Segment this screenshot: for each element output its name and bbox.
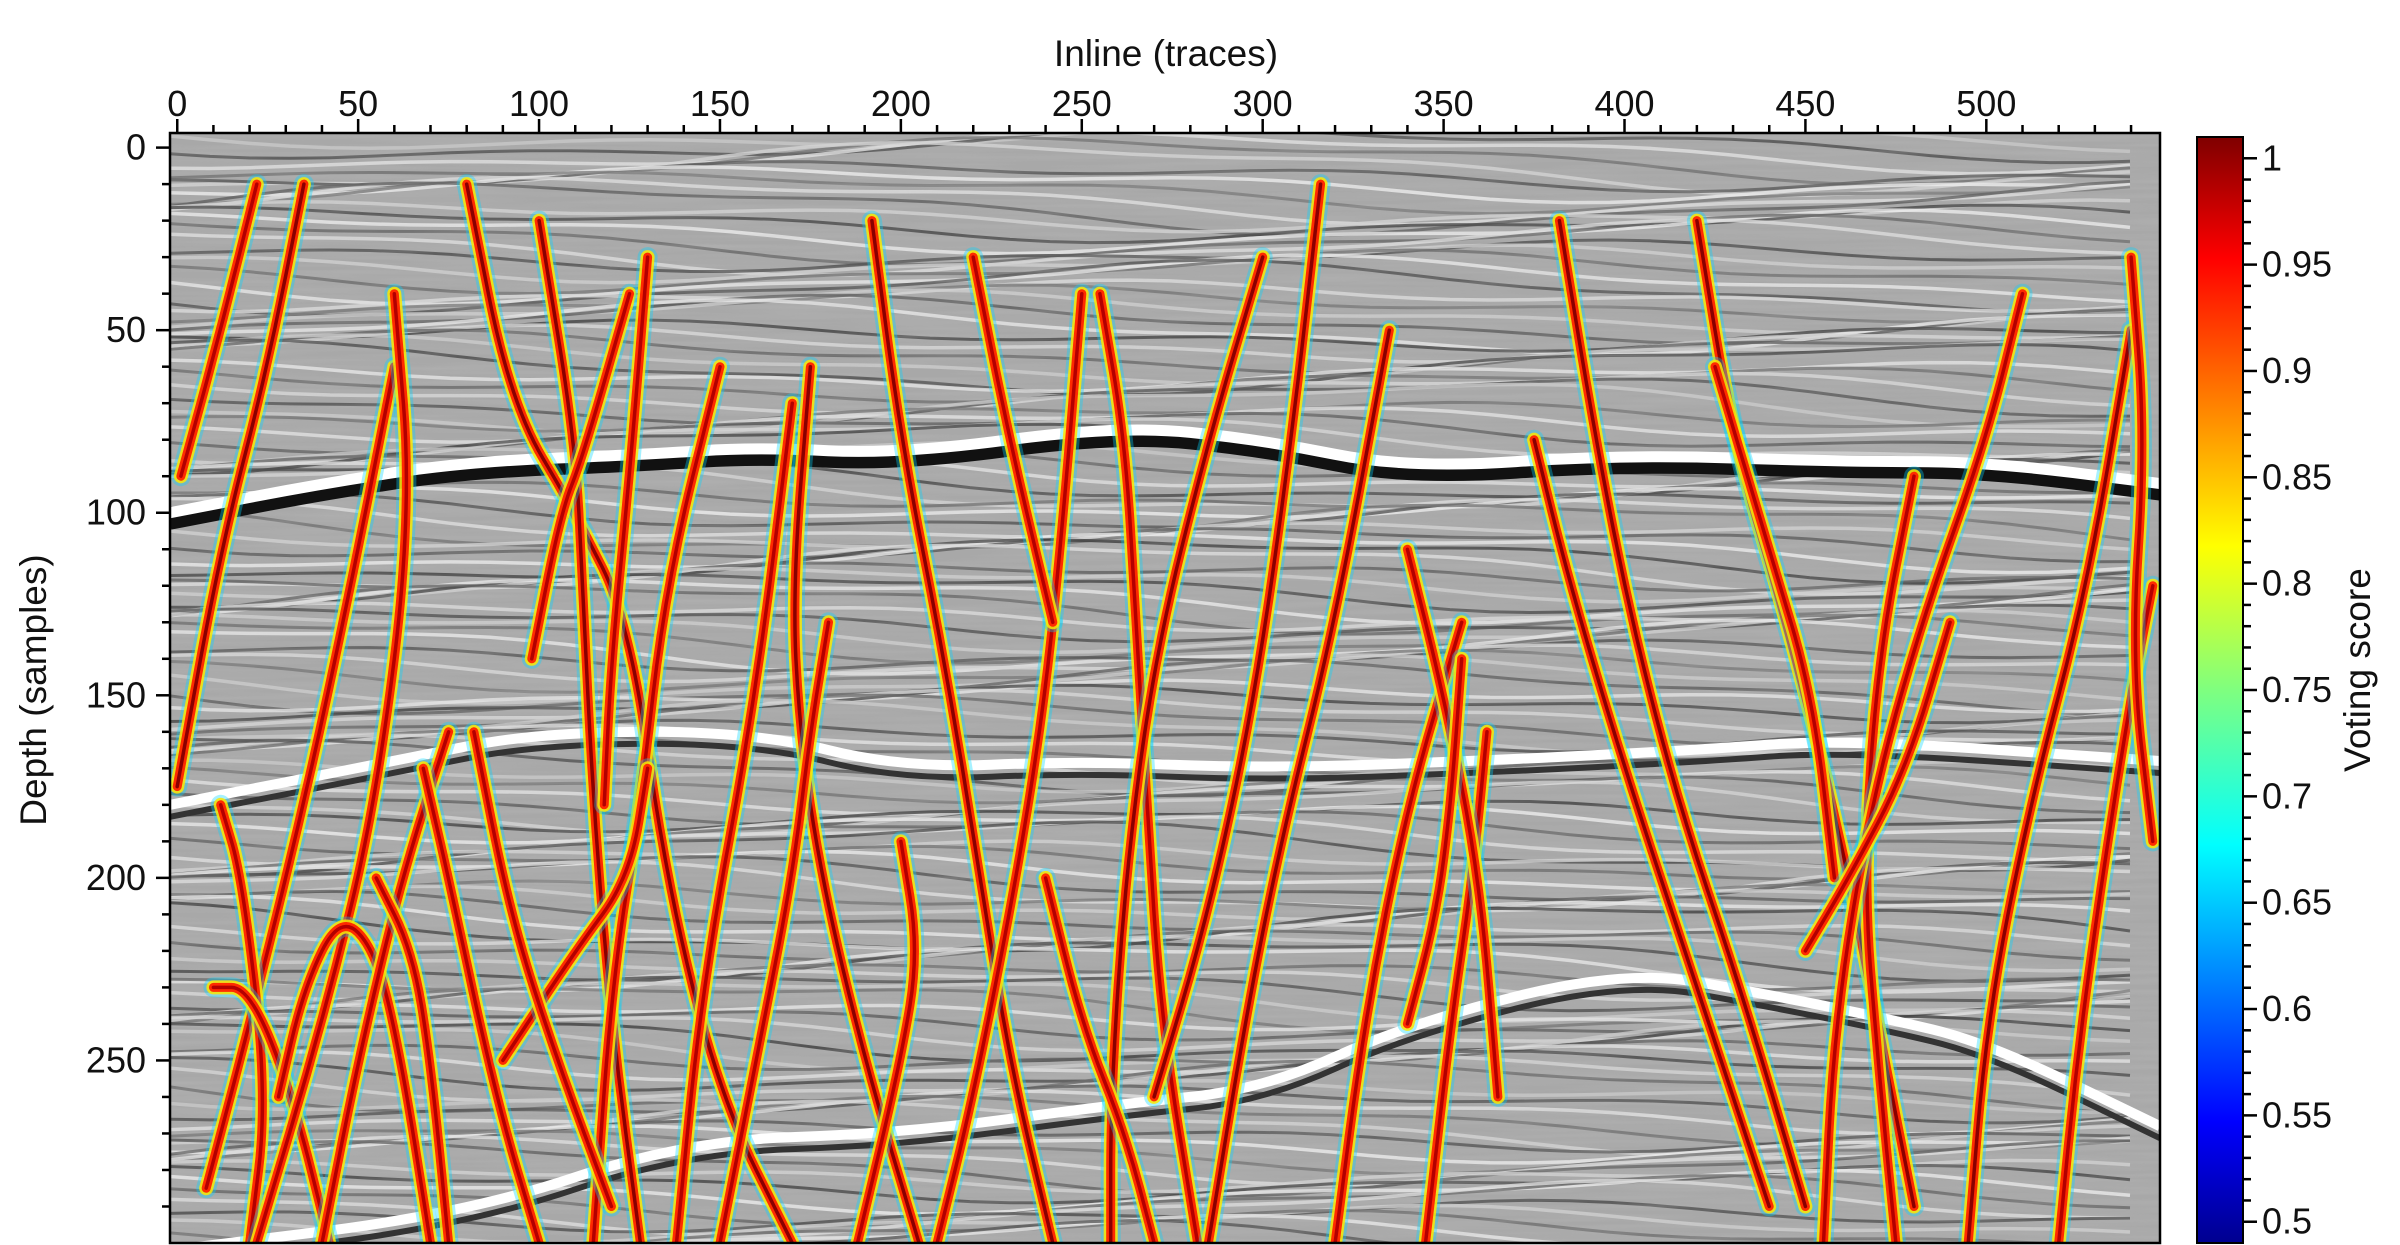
fault-trace — [1958, 320, 2142, 1243]
fault-trace — [366, 867, 459, 1243]
fault-trace — [847, 831, 925, 1243]
y-tick-label: 50 — [106, 309, 146, 350]
fault-trace — [203, 977, 340, 1243]
fault-trace — [492, 758, 658, 1071]
y-tick-label: 150 — [86, 674, 146, 715]
colorbar-tick-label: 0.9 — [2262, 350, 2312, 391]
colorbar-tick-label: 0.75 — [2262, 669, 2332, 710]
colorbar-tick-label: 1 — [2262, 137, 2282, 178]
fault-trace — [170, 174, 267, 487]
colorbar-ticks: 0.5 0.55 0.6 0.65 0.7 0.75 0.8 0.85 0.9 0.95 1 — [2243, 137, 2332, 1242]
x-tick-label: 50 — [338, 83, 378, 124]
fault-trace — [170, 174, 314, 797]
colorbar-tick-label: 0.5 — [2262, 1201, 2312, 1242]
x-axis: 0 50 100 150 200 250 300 350 400 450 500 — [167, 83, 2133, 133]
x-tick-label: 100 — [509, 83, 569, 124]
fault-trace — [196, 356, 405, 1199]
fault-trace — [1325, 612, 1472, 1243]
colorbar-tick-label: 0.55 — [2262, 1094, 2332, 1135]
fault-trace — [2121, 247, 2160, 852]
y-axis-label: Depth (samples) — [13, 554, 54, 825]
fault-trace — [312, 721, 459, 1243]
y-tick-label: 200 — [86, 857, 146, 898]
fault-trace — [1035, 867, 1165, 1243]
fault-trace — [246, 283, 417, 1243]
fault-trace — [413, 758, 550, 1243]
fault-traces — [170, 174, 2160, 1243]
x-axis-label: Inline (traces) — [1054, 33, 1278, 74]
fault-trace — [1549, 210, 1816, 1217]
fault-trace — [521, 283, 640, 669]
fault-trace — [1795, 612, 1961, 961]
fault-trace — [1705, 356, 1845, 888]
x-tick-label: 400 — [1594, 83, 1654, 124]
fault-trace — [1524, 429, 1780, 1217]
plot-area — [170, 133, 2160, 1243]
x-tick-label: 500 — [1956, 83, 2016, 124]
y-axis: 0 50 100 150 200 250 — [86, 127, 170, 1208]
fault-trace — [594, 247, 658, 815]
y-tick-label: 100 — [86, 492, 146, 533]
fault-trace — [861, 210, 1063, 1243]
horizon-dark — [170, 432, 2160, 530]
fault-trace — [268, 916, 441, 1243]
colorbar-tick-label: 0.65 — [2262, 882, 2332, 923]
x-tick-label: 150 — [690, 83, 750, 124]
colorbar-label: Voting score — [2337, 568, 2378, 772]
fault-trace — [1397, 539, 1508, 1107]
fault-trace — [210, 794, 273, 1243]
fault-trace — [710, 612, 839, 1243]
colorbar-tick-label: 0.7 — [2262, 775, 2312, 816]
colorbar-tick-label: 0.85 — [2262, 456, 2332, 497]
x-tick-label: 350 — [1414, 83, 1474, 124]
fault-trace — [1100, 247, 1273, 1243]
x-tick-label: 300 — [1233, 83, 1293, 124]
x-tick-label: 200 — [871, 83, 931, 124]
fault-trace — [1397, 648, 1472, 1034]
colorbar-tick-label: 0.8 — [2262, 563, 2312, 604]
x-tick-label: 0 — [167, 83, 187, 124]
colorbar-gradient — [2196, 136, 2244, 1244]
y-tick-label: 0 — [126, 127, 146, 168]
x-tick-label: 250 — [1052, 83, 1112, 124]
fault-trace — [784, 356, 929, 1243]
fault-trace — [666, 393, 803, 1243]
fault-trace — [927, 283, 1092, 1243]
x-tick-label: 450 — [1775, 83, 1835, 124]
colorbar: 0.5 0.55 0.6 0.65 0.7 0.75 0.8 0.85 0.9 0.95 1 Vot… — [2196, 136, 2378, 1244]
colorbar-tick-label: 0.6 — [2262, 988, 2312, 1029]
fault-trace — [963, 247, 1063, 633]
horizon-bright — [170, 726, 2160, 810]
plot-frame — [168, 131, 2162, 1245]
fault-trace — [463, 721, 622, 1217]
fault-trace — [1144, 174, 1331, 1107]
fault-trace — [1813, 283, 2033, 1243]
colorbar-tick-label: 0.95 — [2262, 244, 2332, 285]
horizons — [170, 424, 2160, 1243]
y-tick-label: 250 — [86, 1039, 146, 1080]
fault-trace — [1198, 320, 1400, 1243]
horizon-dark — [170, 740, 2160, 820]
